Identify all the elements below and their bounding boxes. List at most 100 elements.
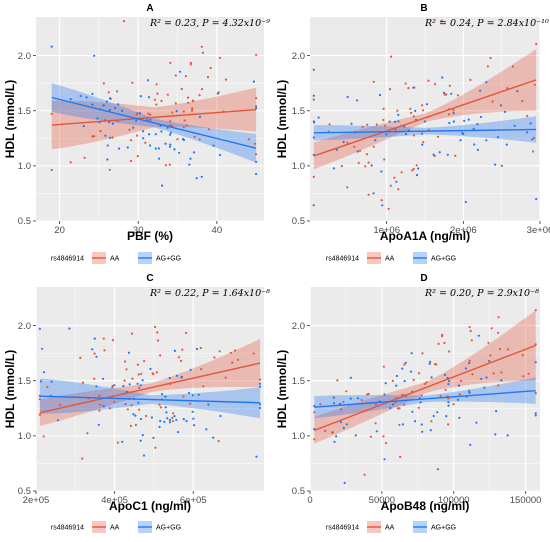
data-point (156, 92, 159, 95)
x-tick-label: 2e+05 (23, 495, 50, 506)
data-point (468, 389, 471, 392)
data-point (513, 124, 516, 127)
plot-background (36, 287, 264, 491)
data-point (340, 165, 343, 168)
data-point (116, 90, 119, 93)
data-point (175, 418, 178, 421)
data-point (312, 68, 315, 71)
data-point (192, 100, 195, 103)
data-point (479, 89, 482, 92)
data-point (389, 407, 392, 410)
x-tick-label: 1e+06 (373, 225, 400, 236)
stat-annotation: R² = 0.23, P = 4.32x10⁻⁹ (149, 18, 270, 29)
data-point (366, 123, 369, 126)
data-point (103, 349, 106, 352)
confidence-band-ag-gg (313, 116, 537, 143)
data-point (212, 436, 215, 439)
data-point (38, 327, 42, 330)
fit-line-ag-gg (313, 128, 537, 134)
x-axis-title: ApoB48 (ng/ml) (381, 499, 470, 513)
data-point (68, 327, 71, 330)
data-point (485, 81, 488, 84)
data-point (313, 411, 316, 414)
data-point (160, 130, 163, 133)
data-point (534, 343, 537, 346)
data-point (173, 148, 176, 151)
data-point (236, 358, 239, 361)
data-point (417, 167, 420, 170)
confidence-band-aa (313, 49, 537, 170)
data-point (452, 112, 455, 115)
data-point (169, 131, 172, 134)
data-point (443, 373, 447, 376)
legend-label: AG+GG (156, 256, 181, 263)
data-point (42, 435, 45, 438)
data-point (489, 354, 492, 357)
data-point (389, 184, 392, 187)
confidence-band-ag-gg (39, 378, 261, 419)
data-point (382, 435, 385, 438)
data-point (183, 119, 186, 122)
data-point (447, 401, 450, 404)
data-point (356, 99, 359, 102)
data-point (331, 431, 334, 434)
data-point (174, 74, 177, 77)
data-point (526, 131, 529, 134)
data-point (224, 376, 227, 379)
fit-line-aa (51, 108, 257, 126)
data-point (499, 104, 503, 107)
data-point (173, 349, 176, 352)
data-point (429, 360, 432, 363)
data-point (192, 417, 195, 420)
data-point (468, 391, 471, 394)
data-point (429, 429, 432, 432)
data-point (169, 61, 172, 64)
data-point (395, 180, 398, 183)
data-point (187, 101, 190, 104)
data-point (255, 105, 258, 108)
data-point (189, 61, 192, 65)
stat-annotation: R² = 0.22, P = 1.64x10⁻⁸ (149, 288, 270, 299)
data-point (193, 135, 196, 138)
data-point (139, 439, 142, 442)
data-point (433, 154, 436, 158)
fit-line-ag-gg (314, 389, 536, 408)
data-point (138, 408, 141, 411)
data-point (166, 417, 169, 420)
data-point (499, 347, 502, 351)
data-point (342, 426, 345, 430)
data-point (476, 123, 479, 126)
data-point (397, 113, 400, 116)
legend-label: AG+GG (156, 525, 181, 532)
data-point (189, 402, 192, 405)
panel-letter: D (420, 273, 427, 284)
data-point (312, 98, 315, 101)
data-point (421, 132, 424, 135)
data-point (497, 331, 500, 334)
data-point (93, 337, 96, 340)
data-point (200, 175, 203, 178)
data-point (108, 168, 111, 171)
data-point (417, 372, 421, 375)
data-point (191, 107, 194, 110)
data-point (317, 116, 320, 119)
legend-label: AA (385, 525, 395, 532)
data-point (420, 394, 423, 397)
x-tick-label: 2e+06 (450, 225, 477, 236)
data-point (207, 403, 210, 406)
data-point (254, 142, 257, 145)
data-point (367, 392, 370, 396)
data-point (158, 425, 161, 429)
data-point (407, 87, 410, 90)
data-point (255, 172, 258, 176)
data-point (171, 111, 174, 114)
data-point (332, 167, 335, 170)
data-point (193, 151, 196, 154)
data-point (141, 379, 144, 382)
data-point (199, 346, 202, 350)
data-point (419, 401, 422, 404)
stat-annotation: R² = 0.20, P = 2.9x10⁻⁸ (424, 288, 539, 299)
data-point (217, 440, 220, 443)
y-tick-label: 0.5 (18, 216, 31, 227)
